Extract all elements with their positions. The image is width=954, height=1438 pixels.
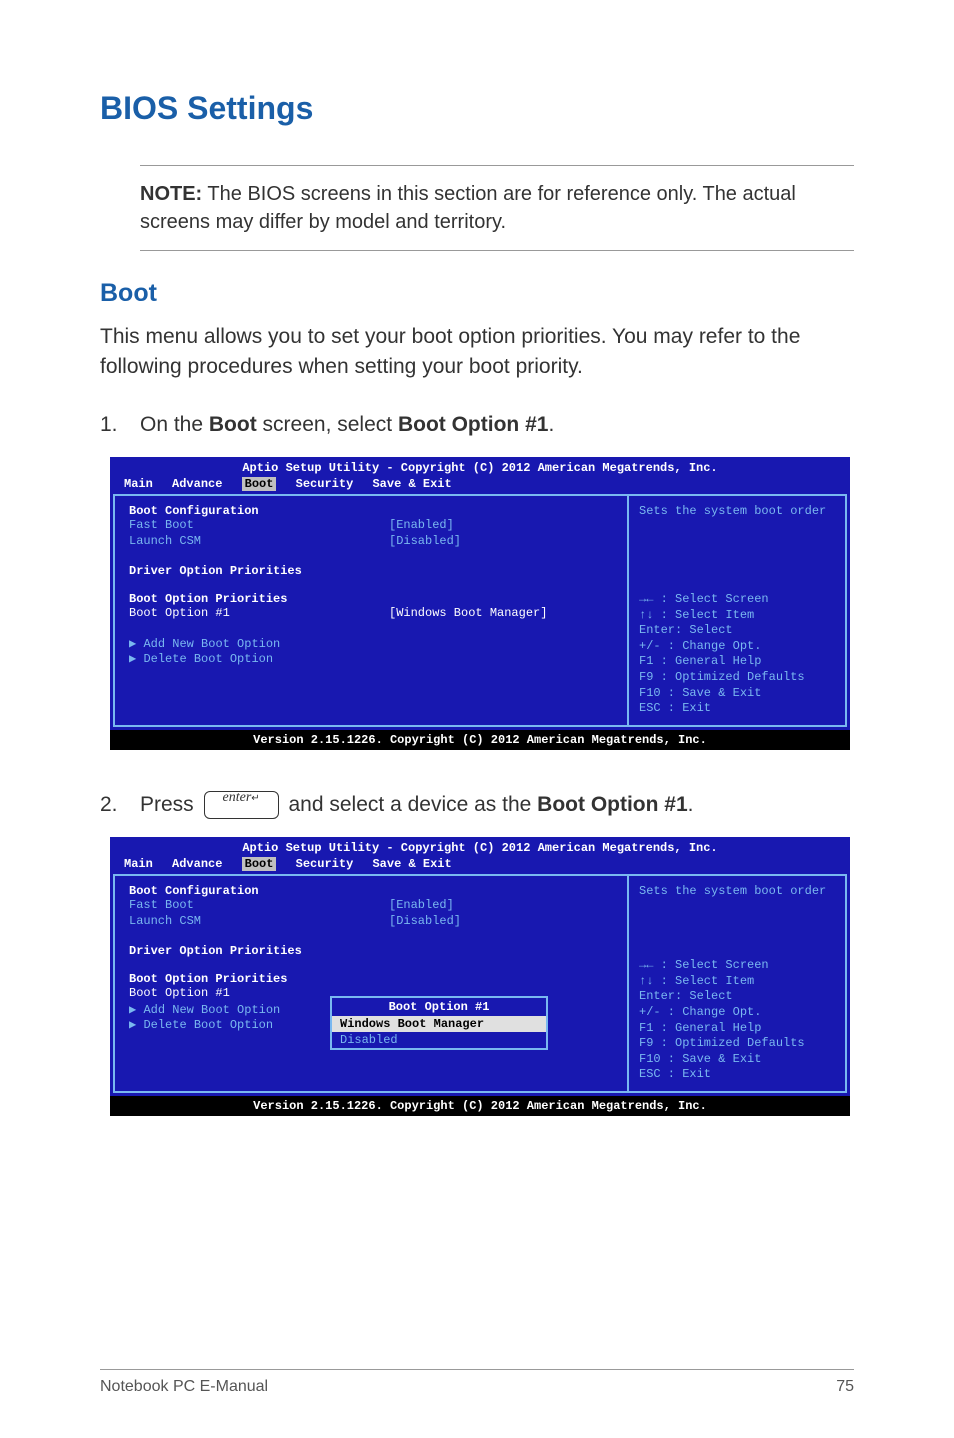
bios-help-line: F10 : Save & Exit <box>639 686 835 702</box>
bios-launch-csm-label: Launch CSM <box>129 914 389 928</box>
bios-main-panel: Boot Configuration Fast Boot [Enabled] L… <box>113 494 627 727</box>
step-1: 1. On the Boot screen, select Boot Optio… <box>100 410 854 439</box>
bios-side-desc: Sets the system boot order <box>639 884 835 944</box>
bios-popup-item: Disabled <box>332 1032 546 1048</box>
bios-help-line: +/- : Change Opt. <box>639 1005 835 1021</box>
bios-header: Aptio Setup Utility - Copyright (C) 2012… <box>110 837 850 857</box>
note-text: The BIOS screens in this section are for… <box>140 183 796 233</box>
bios-tab-save-exit: Save & Exit <box>372 477 451 491</box>
bios-boot-opt-value: [Windows Boot Manager] <box>389 606 547 620</box>
bios-popup-title: Boot Option #1 <box>332 998 546 1016</box>
bios-launch-csm-label: Launch CSM <box>129 534 389 548</box>
note-box: NOTE: The BIOS screens in this section a… <box>140 165 854 251</box>
bios-boot-prio-label: Boot Option Priorities <box>129 592 613 606</box>
bios-help-line: →← : Select Screen <box>639 958 835 974</box>
bios-help-line: Enter: Select <box>639 989 835 1005</box>
bios-screenshot-1: Aptio Setup Utility - Copyright (C) 2012… <box>110 457 850 750</box>
bios-help-line: F10 : Save & Exit <box>639 1052 835 1068</box>
note-label: NOTE: <box>140 183 202 205</box>
bios-tab-security: Security <box>296 857 354 871</box>
page-footer: Notebook PC E-Manual 75 <box>100 1369 854 1396</box>
step-bold: Boot <box>209 413 257 436</box>
bios-help-line: ↑↓ : Select Item <box>639 608 835 624</box>
bios-tabs: Main Advance Boot Security Save & Exit <box>110 857 850 874</box>
bios-help: →← : Select Screen ↑↓ : Select Item Ente… <box>639 958 835 1083</box>
bios-tab-advance: Advance <box>172 857 222 871</box>
intro-text: This menu allows you to set your boot op… <box>100 322 854 382</box>
bios-driver-label: Driver Option Priorities <box>129 944 613 958</box>
bios-footer: Version 2.15.1226. Copyright (C) 2012 Am… <box>110 1096 850 1116</box>
bios-fast-boot-value: [Enabled] <box>389 898 454 912</box>
bios-tab-security: Security <box>296 477 354 491</box>
bios-popup: Boot Option #1 Windows Boot Manager Disa… <box>330 996 548 1050</box>
bios-delete: ▶ Delete Boot Option <box>129 651 613 666</box>
footer-page-number: 75 <box>836 1378 854 1396</box>
page-title: BIOS Settings <box>100 90 854 127</box>
footer-left: Notebook PC E-Manual <box>100 1378 268 1396</box>
bios-tab-boot: Boot <box>242 857 277 871</box>
bios-footer: Version 2.15.1226. Copyright (C) 2012 Am… <box>110 730 850 750</box>
bios-help: →← : Select Screen ↑↓ : Select Item Ente… <box>639 592 835 717</box>
bios-help-line: F9 : Optimized Defaults <box>639 670 835 686</box>
step-text: . <box>548 413 554 436</box>
bios-help-line: →← : Select Screen <box>639 592 835 608</box>
bios-main-panel: Boot Configuration Fast Boot [Enabled] L… <box>113 874 627 1093</box>
step-text: and select a device as the <box>283 793 538 816</box>
bios-popup-item-selected: Windows Boot Manager <box>332 1016 546 1032</box>
enter-key-icon: enter↵ <box>204 791 279 819</box>
bios-side-desc: Sets the system boot order <box>639 504 835 564</box>
bios-boot-prio-label: Boot Option Priorities <box>129 972 613 986</box>
step-text: . <box>688 793 694 816</box>
step-text: Press <box>140 793 200 816</box>
bios-tab-main: Main <box>124 857 153 871</box>
step-text: screen, select <box>257 413 398 436</box>
bios-header: Aptio Setup Utility - Copyright (C) 2012… <box>110 457 850 477</box>
bios-help-line: F1 : General Help <box>639 654 835 670</box>
bios-help-line: F9 : Optimized Defaults <box>639 1036 835 1052</box>
bios-launch-csm-value: [Disabled] <box>389 534 461 548</box>
bios-fast-boot-label: Fast Boot <box>129 518 389 532</box>
bios-side-panel: Sets the system boot order →← : Select S… <box>627 874 847 1093</box>
bios-fast-boot-label: Fast Boot <box>129 898 389 912</box>
bios-help-line: +/- : Change Opt. <box>639 639 835 655</box>
bios-launch-csm-value: [Disabled] <box>389 914 461 928</box>
bios-screenshot-2: Aptio Setup Utility - Copyright (C) 2012… <box>110 837 850 1116</box>
bios-help-line: F1 : General Help <box>639 1021 835 1037</box>
bios-help-line: ESC : Exit <box>639 1067 835 1083</box>
bios-driver-label: Driver Option Priorities <box>129 564 613 578</box>
bios-tabs: Main Advance Boot Security Save & Exit <box>110 477 850 494</box>
step-number: 2. <box>100 790 140 819</box>
bios-tab-advance: Advance <box>172 477 222 491</box>
bios-tab-boot: Boot <box>242 477 277 491</box>
bios-tab-main: Main <box>124 477 153 491</box>
bios-config-label: Boot Configuration <box>129 504 613 518</box>
step-bold: Boot Option #1 <box>398 413 549 436</box>
step-2: 2. Press enter↵ and select a device as t… <box>100 790 854 819</box>
step-bold: Boot Option #1 <box>537 793 688 816</box>
section-heading: Boot <box>100 279 854 308</box>
bios-boot-opt-label: Boot Option #1 <box>129 606 389 620</box>
bios-side-panel: Sets the system boot order →← : Select S… <box>627 494 847 727</box>
bios-tab-save-exit: Save & Exit <box>372 857 451 871</box>
bios-add-new: ▶ Add New Boot Option <box>129 636 613 651</box>
bios-help-line: Enter: Select <box>639 623 835 639</box>
bios-fast-boot-value: [Enabled] <box>389 518 454 532</box>
bios-help-line: ↑↓ : Select Item <box>639 974 835 990</box>
step-number: 1. <box>100 410 140 439</box>
bios-config-label: Boot Configuration <box>129 884 613 898</box>
bios-help-line: ESC : Exit <box>639 701 835 717</box>
step-text: On the <box>140 413 209 436</box>
